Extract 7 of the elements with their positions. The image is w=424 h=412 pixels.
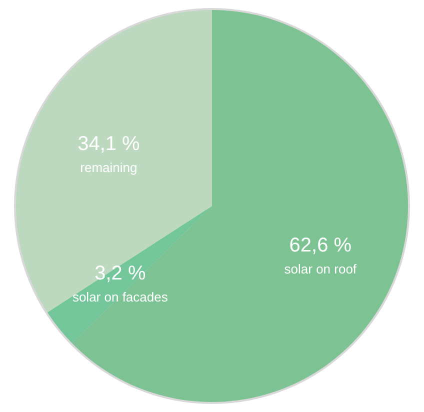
data-label: 3,2 % bbox=[94, 262, 146, 284]
pie-slice bbox=[16, 10, 212, 312]
data-label: 34,1 % bbox=[78, 132, 140, 155]
data-label: 62,6 % bbox=[289, 234, 352, 257]
slice-label: remaining bbox=[80, 160, 138, 175]
slice-label: solar on roof bbox=[284, 262, 357, 277]
slice-label: solar on facades bbox=[72, 289, 168, 304]
